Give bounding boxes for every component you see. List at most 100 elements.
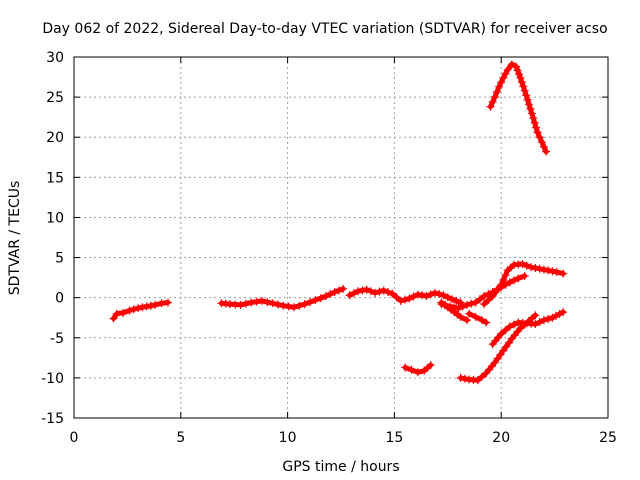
x-tick-label: 15 [385,430,403,446]
data-point [517,78,526,87]
data-point [497,329,506,338]
data-point [529,113,538,122]
data-point [535,264,544,273]
data-point [263,298,272,307]
data-point [477,372,486,381]
data-point [290,303,299,312]
data-point [523,95,532,104]
data-point [279,301,288,310]
data-point [465,309,474,318]
data-point [413,368,422,377]
data-point [334,286,343,295]
data-point [516,73,525,82]
data-point [480,292,489,301]
data-point [330,288,339,297]
data-point [146,301,155,310]
data-point [273,300,282,309]
data-point [477,316,486,325]
data-point [358,286,367,295]
data-point [535,318,544,327]
x-axis-label: GPS time / hours [282,459,399,475]
data-point [520,272,529,281]
x-tick-label: 20 [492,430,510,446]
y-tick-label: 10 [46,210,64,226]
data-point [530,118,539,127]
series-arc-11 [486,60,551,156]
y-tick-label: 5 [55,251,64,267]
data-point [163,298,172,307]
data-point [405,294,414,303]
data-point [157,299,166,308]
data-point [247,298,256,307]
data-point [426,290,435,299]
data-point [422,292,431,301]
data-point [548,313,557,322]
data-point [439,291,448,300]
data-point [496,350,505,359]
data-point [435,290,444,299]
series-arc-7 [465,309,491,327]
data-point [418,291,427,300]
data-point [460,374,469,383]
data-point [548,267,557,276]
data-point [505,338,514,347]
data-point [537,138,546,147]
y-tick-label: 25 [46,90,64,106]
data-point [488,97,497,106]
data-point [505,278,514,287]
data-point [311,296,320,305]
data-point [268,299,277,308]
data-point [362,285,371,294]
data-point [322,292,331,301]
x-tick-label: 0 [70,430,79,446]
data-point [544,266,553,275]
data-point [426,361,435,370]
data-point [284,302,293,311]
y-tick-label: -10 [41,371,64,387]
data-point [539,316,548,325]
data-point [252,297,261,306]
y-tick-label: 15 [46,170,64,186]
data-point [371,288,380,297]
data-point [142,302,151,311]
data-marks [109,60,568,385]
data-point [552,267,561,276]
data-point [480,300,489,309]
data-point [501,69,510,78]
series-arc-8 [488,308,568,349]
data-point [505,322,514,331]
data-point [379,286,388,295]
data-point [471,298,480,307]
data-point [513,66,522,75]
data-point [443,293,452,302]
data-point [257,296,266,305]
series-trace [488,61,549,155]
data-point [531,320,540,329]
data-point [526,104,535,113]
series-arc-5 [437,298,472,325]
y-tick-label: -5 [50,331,64,347]
data-point [109,314,118,323]
series-arc-2 [217,284,348,312]
data-point [510,320,519,329]
data-point [316,294,325,303]
data-point [300,300,309,309]
data-point [430,288,439,297]
data-point [129,305,138,314]
chart-title: Day 062 of 2022, Sidereal Day-to-day VTE… [42,21,607,37]
data-point [533,128,542,137]
data-point [354,287,363,296]
data-point [306,298,315,307]
data-point [471,312,480,321]
data-point [467,299,476,308]
x-tick-label: 25 [599,430,617,446]
data-point [497,78,506,87]
data-point [349,289,358,298]
data-point [388,289,397,298]
data-point [559,269,568,278]
data-point [520,86,529,95]
data-point [527,109,536,118]
data-point [524,100,533,109]
data-point [454,304,463,313]
